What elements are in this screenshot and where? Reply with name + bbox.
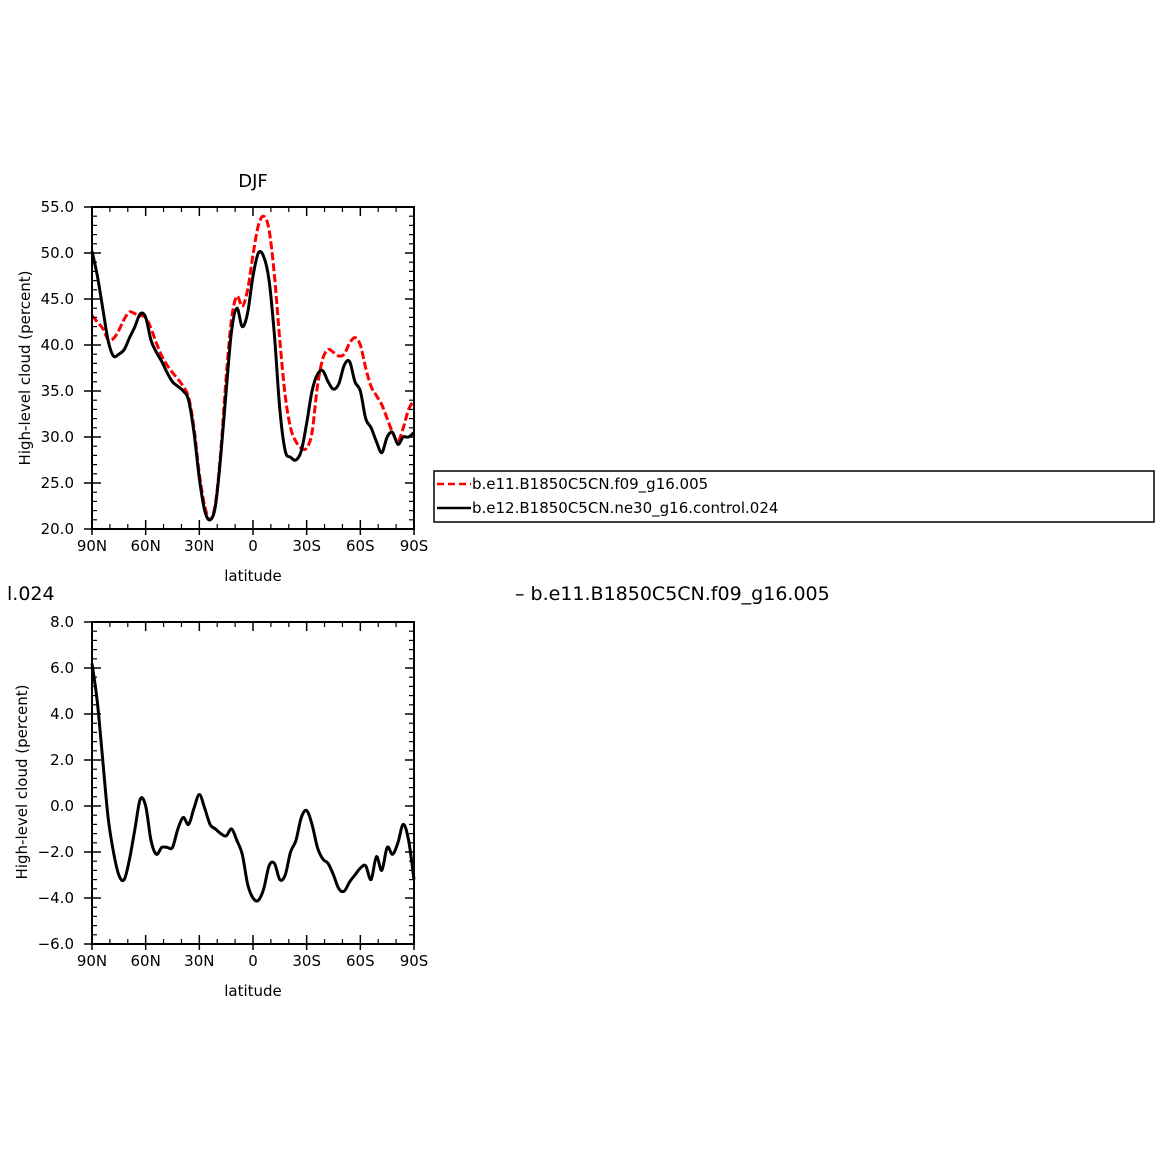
x-tick-label: 30S <box>292 537 321 555</box>
chart-title: DJF <box>238 171 268 192</box>
y-tick-label: 8.0 <box>50 613 74 631</box>
x-tick-label: 0 <box>248 537 258 555</box>
y-tick-label: 30.0 <box>41 428 74 446</box>
y-tick-label: 35.0 <box>41 382 74 400</box>
y-tick-label: −6.0 <box>38 935 74 953</box>
x-tick-label: 90N <box>77 537 107 555</box>
x-tick-label: 60N <box>131 952 161 970</box>
x-tick-label: 60S <box>346 537 375 555</box>
legend-box <box>433 470 1155 523</box>
series-line-1 <box>90 663 416 903</box>
series-line-1 <box>90 214 416 522</box>
y-axis-label: High-level cloud (percent) <box>13 685 31 880</box>
x-tick-label: 90N <box>77 952 107 970</box>
x-tick-label: 30N <box>184 537 214 555</box>
series-line-2 <box>90 250 416 522</box>
x-tick-label: 0 <box>248 952 258 970</box>
x-tick-label: 30N <box>184 952 214 970</box>
x-tick-label: 60S <box>346 952 375 970</box>
y-tick-label: 0.0 <box>50 797 74 815</box>
y-tick-label: 40.0 <box>41 336 74 354</box>
x-tick-label: 30S <box>292 952 321 970</box>
y-tick-label: 4.0 <box>50 705 74 723</box>
chart-bottom: 90N 60N 30N 0 30S 60S 90S −6.0 −4.0 −2.0 0.0 2.0 4.0… <box>13 613 428 1000</box>
y-tick-label: 20.0 <box>41 520 74 538</box>
difference-title-fragment: – b.e11.B1850C5CN.f09_g16.005 <box>515 583 830 605</box>
y-tick-label: 45.0 <box>41 290 74 308</box>
legend-item-2: b.e12.B1850C5CN.ne30_g16.control.024 <box>472 499 778 518</box>
x-axis-label: latitude <box>224 567 282 585</box>
y-axis-label: High-level cloud (percent) <box>16 271 34 466</box>
x-tick-label: 90S <box>400 952 429 970</box>
x-axis-label: latitude <box>224 982 282 1000</box>
y-tick-label: 6.0 <box>50 659 74 677</box>
truncated-title-fragment: l.024 <box>7 583 55 605</box>
x-tick-label: 90S <box>400 537 429 555</box>
chart-top: DJF 90N 60N 30N 0 30S 60S 90S 20.0 25.0 30.0 35.0 4… <box>16 171 428 585</box>
y-tick-label: −4.0 <box>38 889 74 907</box>
y-tick-label: −2.0 <box>38 843 74 861</box>
y-tick-label: 55.0 <box>41 198 74 216</box>
y-tick-label: 2.0 <box>50 751 74 769</box>
x-tick-label: 60N <box>131 537 161 555</box>
y-tick-label: 50.0 <box>41 244 74 262</box>
legend: b.e11.B1850C5CN.f09_g16.005 b.e12.B1850C… <box>433 470 1155 523</box>
y-tick-label: 25.0 <box>41 474 74 492</box>
legend-item-1: b.e11.B1850C5CN.f09_g16.005 <box>472 475 708 494</box>
